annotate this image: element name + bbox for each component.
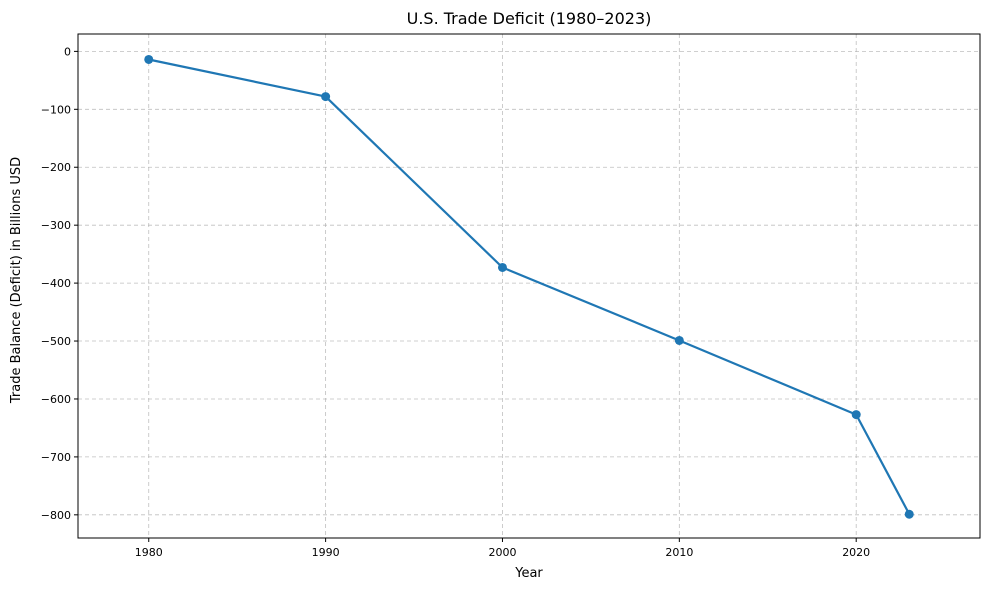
y-tick-label: −600: [41, 393, 71, 406]
y-tick-label: −700: [41, 451, 71, 464]
x-tick-label: 1990: [312, 546, 340, 559]
y-tick-label: 0: [64, 45, 71, 58]
data-point: [321, 92, 331, 102]
y-tick-label: −400: [41, 277, 71, 290]
x-axis: 1980 1990 2000 2010 2020: [135, 538, 870, 559]
series-layer: [144, 54, 914, 519]
y-axis: 0 −100 −200 −300 −400 −500 −600 −700 −800: [41, 45, 78, 522]
y-tick-label: −100: [41, 103, 71, 116]
y-tick-label: −500: [41, 335, 71, 348]
y-tick-label: −200: [41, 161, 71, 174]
x-tick-label: 2010: [665, 546, 693, 559]
plot-frame: [77, 33, 981, 539]
x-axis-label: Year: [514, 566, 543, 581]
y-axis-label: Trade Balance (Deficit) in Billions USD: [9, 157, 24, 404]
data-point: [904, 509, 914, 519]
data-point: [497, 262, 507, 272]
series-line: [148, 58, 911, 515]
grid: [78, 34, 980, 538]
y-tick-label: −300: [41, 219, 71, 232]
chart-title: U.S. Trade Deficit (1980–2023): [407, 9, 652, 28]
data-point: [144, 54, 154, 64]
y-tick-label: −800: [41, 509, 71, 522]
data-point: [674, 335, 684, 345]
data-point: [851, 410, 861, 420]
x-tick-label: 2020: [842, 546, 870, 559]
x-tick-label: 2000: [488, 546, 516, 559]
x-tick-label: 1980: [135, 546, 163, 559]
